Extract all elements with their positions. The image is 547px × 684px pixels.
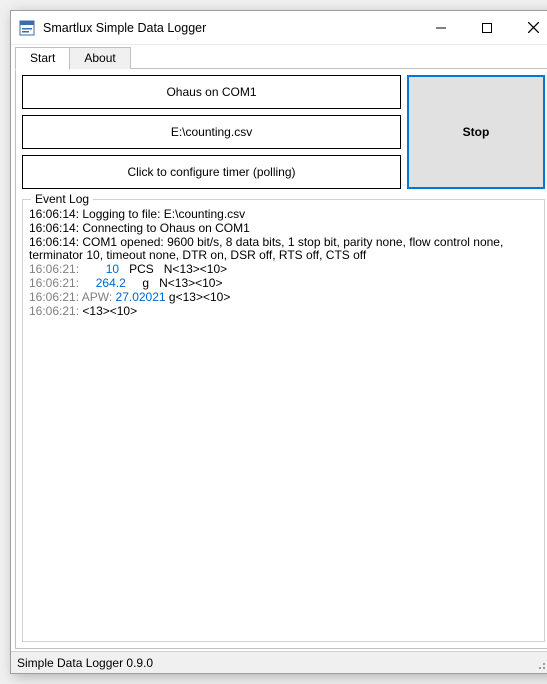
tab-content-start: Ohaus on COM1 E:\counting.csv Click to c… bbox=[15, 69, 547, 649]
resize-grip-icon[interactable] bbox=[536, 656, 547, 670]
titlebar: Smartlux Simple Data Logger bbox=[11, 11, 547, 45]
event-log-text: 16:06:14: Logging to file: E:\counting.c… bbox=[29, 208, 538, 318]
minimize-button[interactable] bbox=[418, 11, 464, 44]
tab-start[interactable]: Start bbox=[15, 47, 70, 70]
tabstrip: Start About bbox=[11, 45, 547, 69]
statusbar: Simple Data Logger 0.9.0 bbox=[11, 651, 547, 673]
window-title: Smartlux Simple Data Logger bbox=[43, 21, 418, 35]
tabstrip-filler bbox=[130, 45, 547, 69]
file-config-button[interactable]: E:\counting.csv bbox=[22, 115, 401, 149]
maximize-button[interactable] bbox=[464, 11, 510, 44]
tab-about[interactable]: About bbox=[69, 47, 130, 69]
config-row: Ohaus on COM1 E:\counting.csv Click to c… bbox=[22, 75, 545, 189]
event-log-group: Event Log 16:06:14: Logging to file: E:\… bbox=[22, 199, 545, 642]
event-log-legend: Event Log bbox=[31, 192, 93, 206]
app-window: Smartlux Simple Data Logger Start About … bbox=[10, 10, 547, 674]
device-config-button[interactable]: Ohaus on COM1 bbox=[22, 75, 401, 109]
stop-button[interactable]: Stop bbox=[407, 75, 545, 189]
timer-config-button[interactable]: Click to configure timer (polling) bbox=[22, 155, 401, 189]
app-icon bbox=[19, 20, 35, 36]
statusbar-text: Simple Data Logger 0.9.0 bbox=[17, 656, 153, 670]
close-button[interactable] bbox=[510, 11, 547, 44]
window-controls bbox=[418, 11, 547, 44]
config-buttons-column: Ohaus on COM1 E:\counting.csv Click to c… bbox=[22, 75, 401, 189]
